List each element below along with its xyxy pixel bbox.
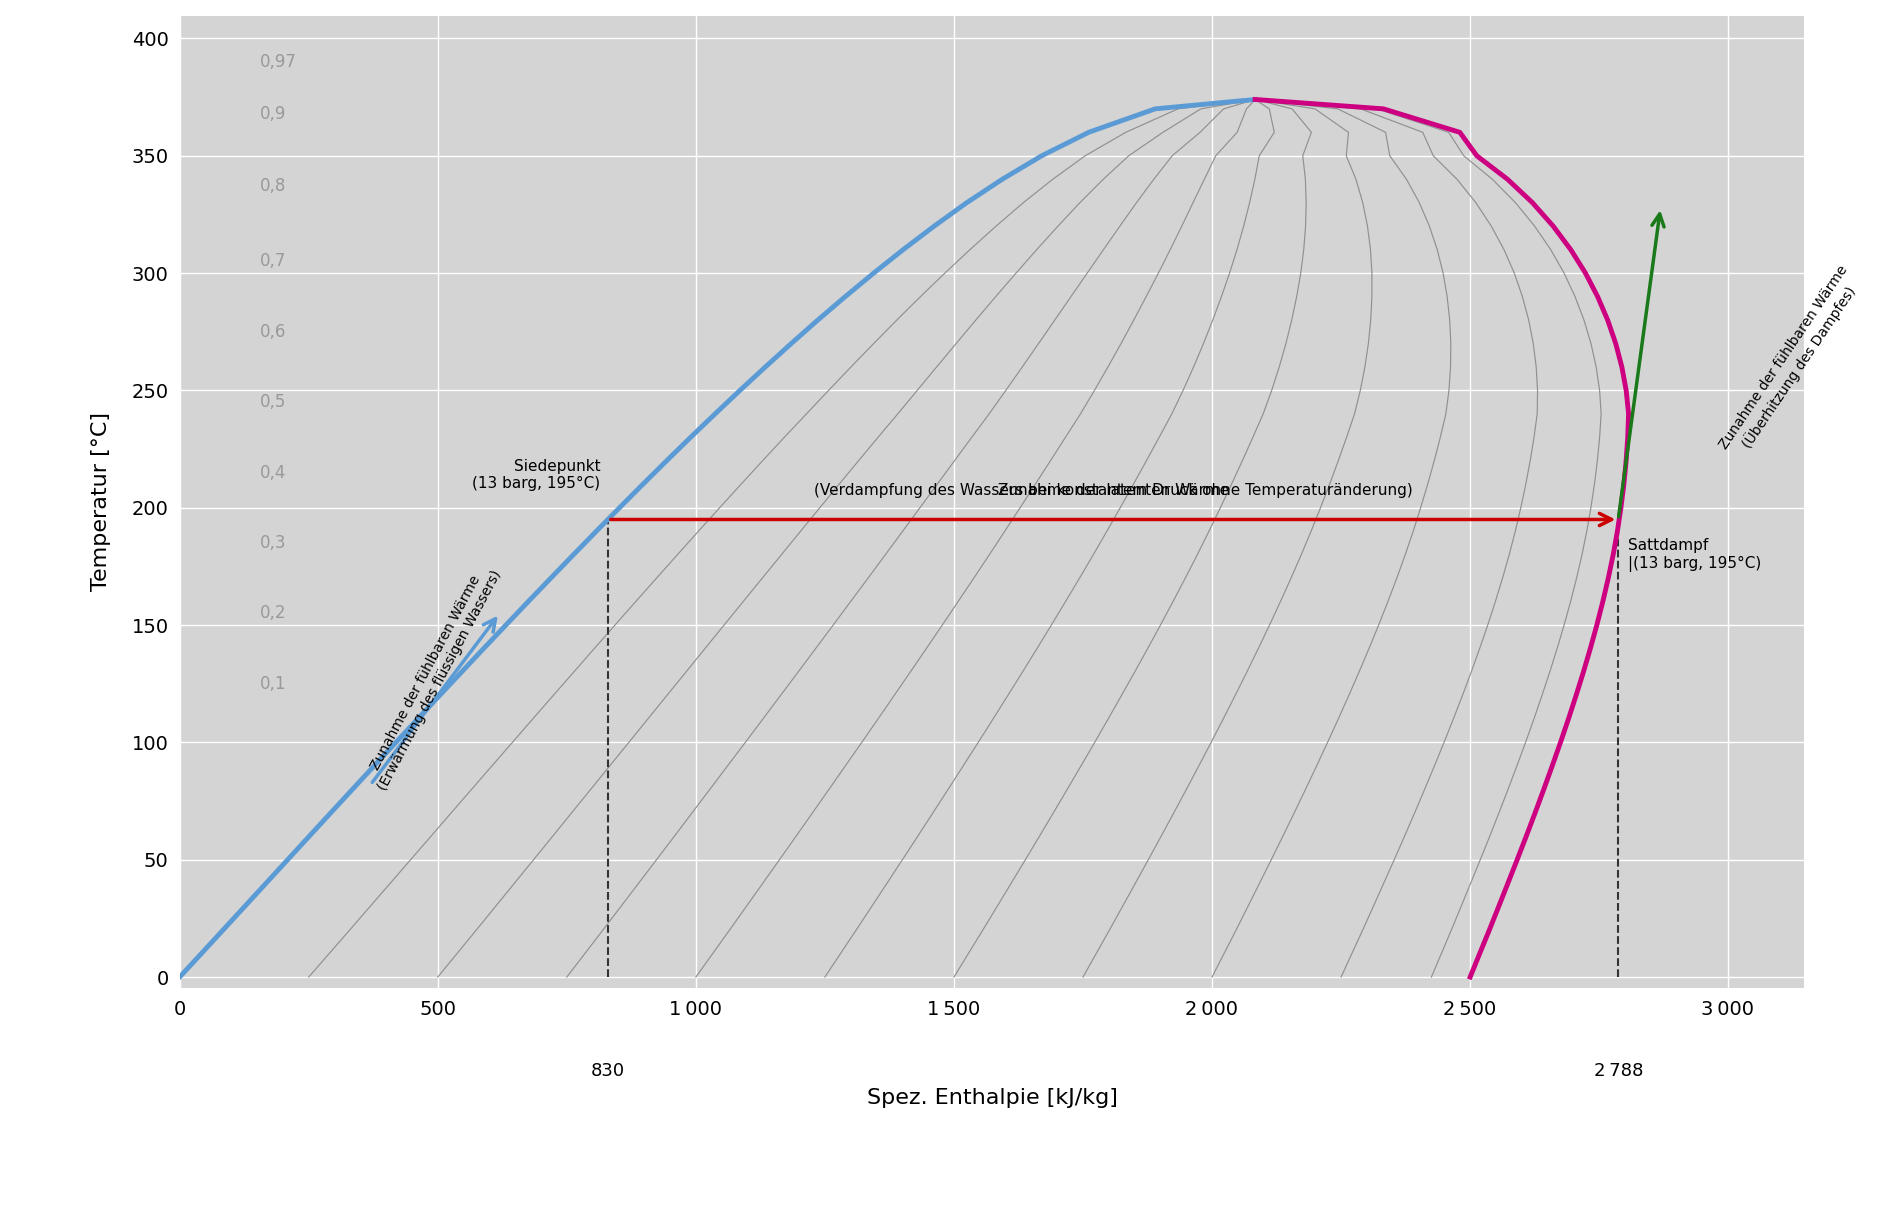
Y-axis label: Temperatur [°C]: Temperatur [°C] xyxy=(91,413,111,591)
Text: 0,8: 0,8 xyxy=(259,177,285,195)
Text: 0,6: 0,6 xyxy=(259,322,285,341)
Text: 0,9: 0,9 xyxy=(259,105,285,122)
Text: 0,7: 0,7 xyxy=(259,253,285,270)
Text: Zunahme der fühlbaren Wärme
(Erwärmung des flüssigen Wassers): Zunahme der fühlbaren Wärme (Erwärmung d… xyxy=(361,560,504,792)
Text: Zunahme der latenten Wärme: Zunahme der latenten Wärme xyxy=(997,484,1228,498)
Text: (Verdampfung des Wassers bei konstantem Druck ohne Temperaturänderung): (Verdampfung des Wassers bei konstantem … xyxy=(814,466,1411,498)
Text: Zunahme der fühlbaren Wärme
(Überhitzung des Dampfes): Zunahme der fühlbaren Wärme (Überhitzung… xyxy=(1717,263,1864,462)
X-axis label: Spez. Enthalpie [kJ/kg]: Spez. Enthalpie [kJ/kg] xyxy=(867,1088,1116,1109)
Text: 0,2: 0,2 xyxy=(259,604,285,623)
Text: 0,3: 0,3 xyxy=(259,534,285,552)
Text: 0,97: 0,97 xyxy=(259,53,297,71)
Text: 0,5: 0,5 xyxy=(259,393,285,411)
Text: Sattdampf
|(13 barg, 195°C): Sattdampf |(13 barg, 195°C) xyxy=(1626,538,1761,571)
Text: 0,1: 0,1 xyxy=(259,675,285,692)
Text: 0,4: 0,4 xyxy=(259,464,285,481)
Text: 830: 830 xyxy=(591,1062,625,1079)
Text: Siedepunkt
(13 barg, 195°C): Siedepunkt (13 barg, 195°C) xyxy=(472,459,601,491)
Text: 2 788: 2 788 xyxy=(1592,1062,1642,1079)
